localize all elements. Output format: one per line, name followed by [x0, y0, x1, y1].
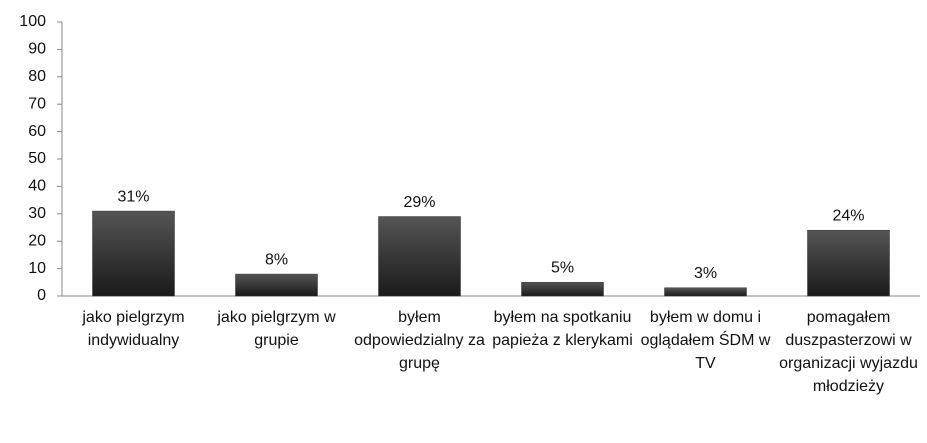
- bar: [664, 287, 747, 297]
- x-tick-label: byłem odpowiedzialny za grupę: [354, 309, 485, 372]
- x-tick-label: byłem w domu i oglądałem ŚDM w TV: [640, 309, 771, 372]
- y-tick-label: 60: [28, 123, 46, 140]
- bar: [235, 273, 318, 297]
- y-tick-label: 20: [28, 232, 46, 249]
- bar: [92, 210, 175, 297]
- data-label: 5%: [551, 260, 574, 277]
- bar: [521, 282, 604, 297]
- data-label: 24%: [832, 207, 864, 224]
- data-label: 31%: [117, 188, 149, 205]
- data-label: 3%: [694, 265, 717, 282]
- x-tick-label: byłem na spotkaniu papieża z klerykami: [492, 309, 633, 349]
- y-tick-label: 100: [19, 13, 46, 30]
- y-tick-label: 70: [28, 95, 46, 112]
- y-tick-label: 10: [28, 260, 46, 277]
- y-tick-label: 40: [28, 178, 46, 195]
- data-label: 8%: [265, 251, 288, 268]
- data-label: 29%: [403, 194, 435, 211]
- x-tick-label: pomagałem duszpasterzowi w organizacji w…: [779, 309, 918, 395]
- bar: [378, 216, 461, 297]
- x-tick-label: jako pielgrzym w grupie: [217, 309, 336, 349]
- y-tick-label: 90: [28, 41, 46, 58]
- y-tick-label: 30: [28, 205, 46, 222]
- y-tick-label: 80: [28, 68, 46, 85]
- x-tick-label: jako pielgrzym indywidualny: [82, 309, 185, 349]
- y-tick-label: 0: [37, 287, 46, 304]
- bar: [807, 229, 890, 297]
- y-tick-label: 50: [28, 150, 46, 167]
